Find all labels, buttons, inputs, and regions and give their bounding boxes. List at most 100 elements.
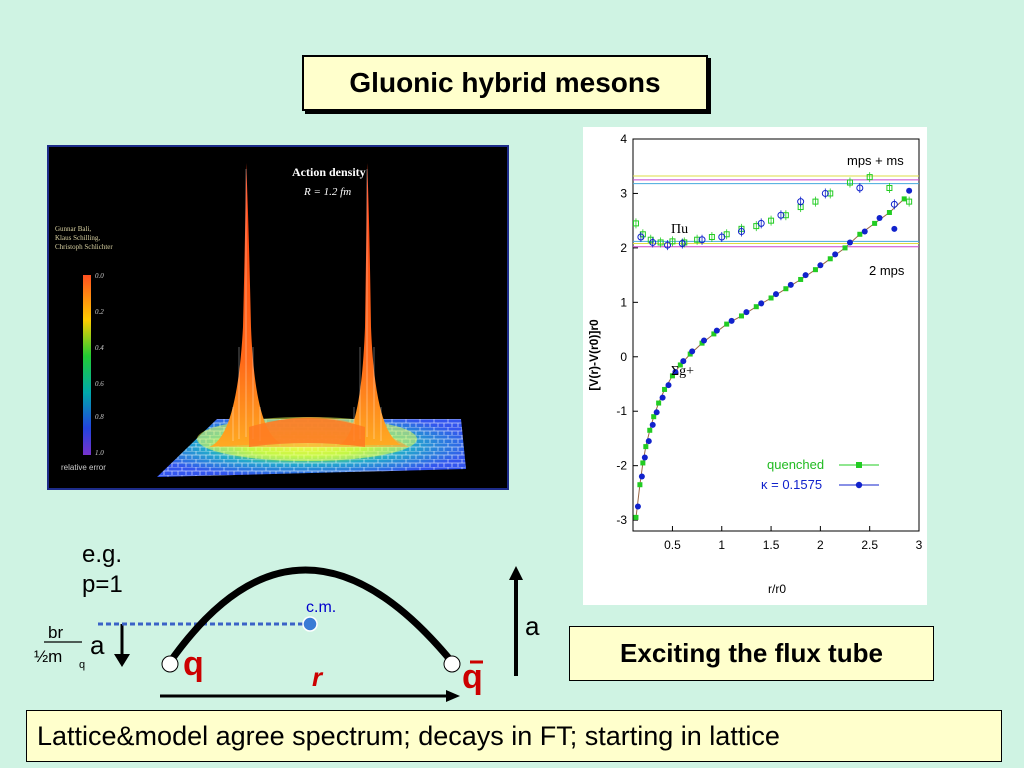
pi-u-point-quenched	[753, 223, 760, 230]
sigma-g-point-kappa	[743, 309, 750, 316]
sigma-g-point-kappa	[659, 394, 666, 401]
sigma-g-point-quenched	[647, 427, 653, 433]
sigma-g-point-kappa	[638, 473, 645, 480]
colorbar-tick: 0.4	[95, 344, 104, 352]
pi-u-point-kappa	[890, 200, 898, 208]
pi-u-point-kappa	[777, 211, 785, 219]
sigma-g-point-quenched	[687, 351, 693, 357]
pi-u-point-quenched	[866, 174, 873, 181]
sigma-g-point-quenched	[872, 220, 878, 226]
sigma-g-point-kappa	[653, 409, 660, 416]
a-label-left: a	[90, 630, 105, 660]
x-tick-label: 1	[718, 538, 725, 552]
pi-u-point-quenched	[812, 198, 819, 205]
y-tick-label: 1	[620, 295, 627, 309]
sigma-g-point-kappa	[773, 291, 779, 298]
x-tick-label: 0.5	[664, 538, 681, 552]
pi-u-point-quenched	[708, 234, 715, 240]
sigma-g-point-kappa	[701, 337, 708, 344]
pi-u-point-kappa	[649, 238, 657, 246]
arrow-right-icon	[446, 690, 460, 702]
sigma-g-point-quenched	[753, 304, 759, 310]
colorbar-tick: 0.6	[95, 380, 104, 388]
pi-u-point-kappa	[664, 241, 672, 249]
sigma-g-point-quenched	[827, 256, 833, 262]
sigma-g-point-quenched	[669, 373, 675, 379]
sigma-g-label: Σg+	[671, 364, 694, 379]
y-tick-label: 3	[620, 186, 627, 200]
pi-u-point-kappa	[856, 184, 864, 192]
legend-quenched: quenched	[767, 457, 824, 472]
sigma-g-point-quenched	[901, 196, 907, 202]
sigma-g-point-kappa	[645, 438, 652, 445]
sigma-g-point-quenched	[768, 295, 774, 301]
y-tick-label: 0	[620, 350, 627, 364]
sigma-g-point-quenched	[812, 267, 818, 273]
sigma-g-point-kappa	[728, 317, 735, 324]
flux-tube-caption: Exciting the flux tube	[569, 626, 934, 681]
sigma-g-point-quenched	[633, 514, 639, 520]
pi-u-point-quenched	[694, 236, 701, 243]
sigma-g-point-kappa	[876, 214, 883, 221]
sigma-g-point-kappa	[680, 358, 687, 365]
potential-chart: -3 -2 -1 0 1 2 3 4 0.5 1 1.5 2 2.5 3 [V(r)-V(r0)]r0 …	[583, 127, 927, 605]
a-label-right: a	[525, 611, 540, 641]
pi-u-point-quenched	[886, 185, 893, 191]
colorbar-tick: 0.8	[95, 413, 104, 421]
q-left-label: q	[183, 645, 204, 683]
pi-u-point-quenched	[657, 239, 664, 246]
pi-u-point-quenched	[669, 238, 676, 245]
colorbar-tick: 1.0	[95, 449, 104, 457]
pi-u-point-kappa	[797, 198, 805, 206]
sigma-g-point-kappa	[649, 421, 656, 428]
br-label: br	[48, 623, 63, 642]
pi-u-point-kappa	[821, 189, 829, 197]
y-tick-label: -3	[616, 513, 627, 527]
peak-right	[339, 163, 401, 445]
x-axis-label: r/r0	[768, 582, 786, 596]
y-tick-label: -2	[616, 459, 627, 473]
sigma-g-point-quenched	[886, 210, 892, 215]
sigma-g-point-quenched	[699, 340, 705, 346]
pi-u-label: Πu	[671, 222, 688, 237]
sigma-g-point-kappa	[634, 503, 641, 510]
x-tick-label: 2.5	[861, 538, 878, 552]
sigma-g-point-quenched	[656, 400, 662, 406]
sigma-g-point-quenched	[783, 286, 789, 292]
ref-label-2mps: 2 mps	[869, 263, 905, 278]
panel-title: Action density	[292, 165, 366, 179]
sigma-g-point-quenched	[857, 231, 863, 237]
pi-u-point-kappa	[737, 228, 745, 236]
sigma-g-point-kappa	[861, 228, 868, 235]
cm-label: c.m.	[306, 599, 336, 616]
pi-u-point-kappa	[678, 240, 686, 248]
quark-right	[443, 655, 461, 673]
pi-u-point-kappa	[637, 233, 645, 241]
sigma-g-point-quenched	[662, 386, 668, 392]
colorbar-tick: 0.0	[95, 272, 104, 280]
sigma-g-point-kappa	[672, 369, 679, 376]
sigma-g-point-kappa	[906, 187, 913, 194]
summary-text: Lattice&model agree spectrum; decays in …	[26, 710, 1002, 762]
colorbar	[83, 275, 91, 455]
sigma-g-point-quenched	[651, 414, 657, 420]
action-density-plot: Action density R = 1.2 fm Gunnar Bali, K…	[55, 163, 466, 477]
sigma-g-point-quenched	[640, 460, 646, 466]
peak-left	[209, 163, 281, 447]
ref-label-mps-ms: mps + ms	[847, 153, 904, 168]
sigma-g-point-quenched	[637, 482, 643, 488]
pi-u-point-quenched	[906, 198, 913, 205]
author-3: Christoph Schlichter	[55, 243, 113, 251]
slide-title: Gluonic hybrid mesons	[302, 55, 708, 111]
pi-u-point-quenched	[827, 190, 834, 197]
plot-frame	[632, 138, 920, 532]
sigma-g-point-kappa	[832, 251, 839, 258]
sigma-g-point-kappa	[802, 272, 809, 279]
sigma-g-point-quenched	[643, 444, 649, 450]
action-density-panel: Action density R = 1.2 fm Gunnar Bali, K…	[47, 145, 509, 490]
pi-u-point-quenched	[846, 179, 853, 186]
x-tick-label: 1.5	[763, 538, 780, 552]
q-right-label: q	[462, 658, 483, 696]
colorbar-tick: 0.2	[95, 308, 104, 316]
